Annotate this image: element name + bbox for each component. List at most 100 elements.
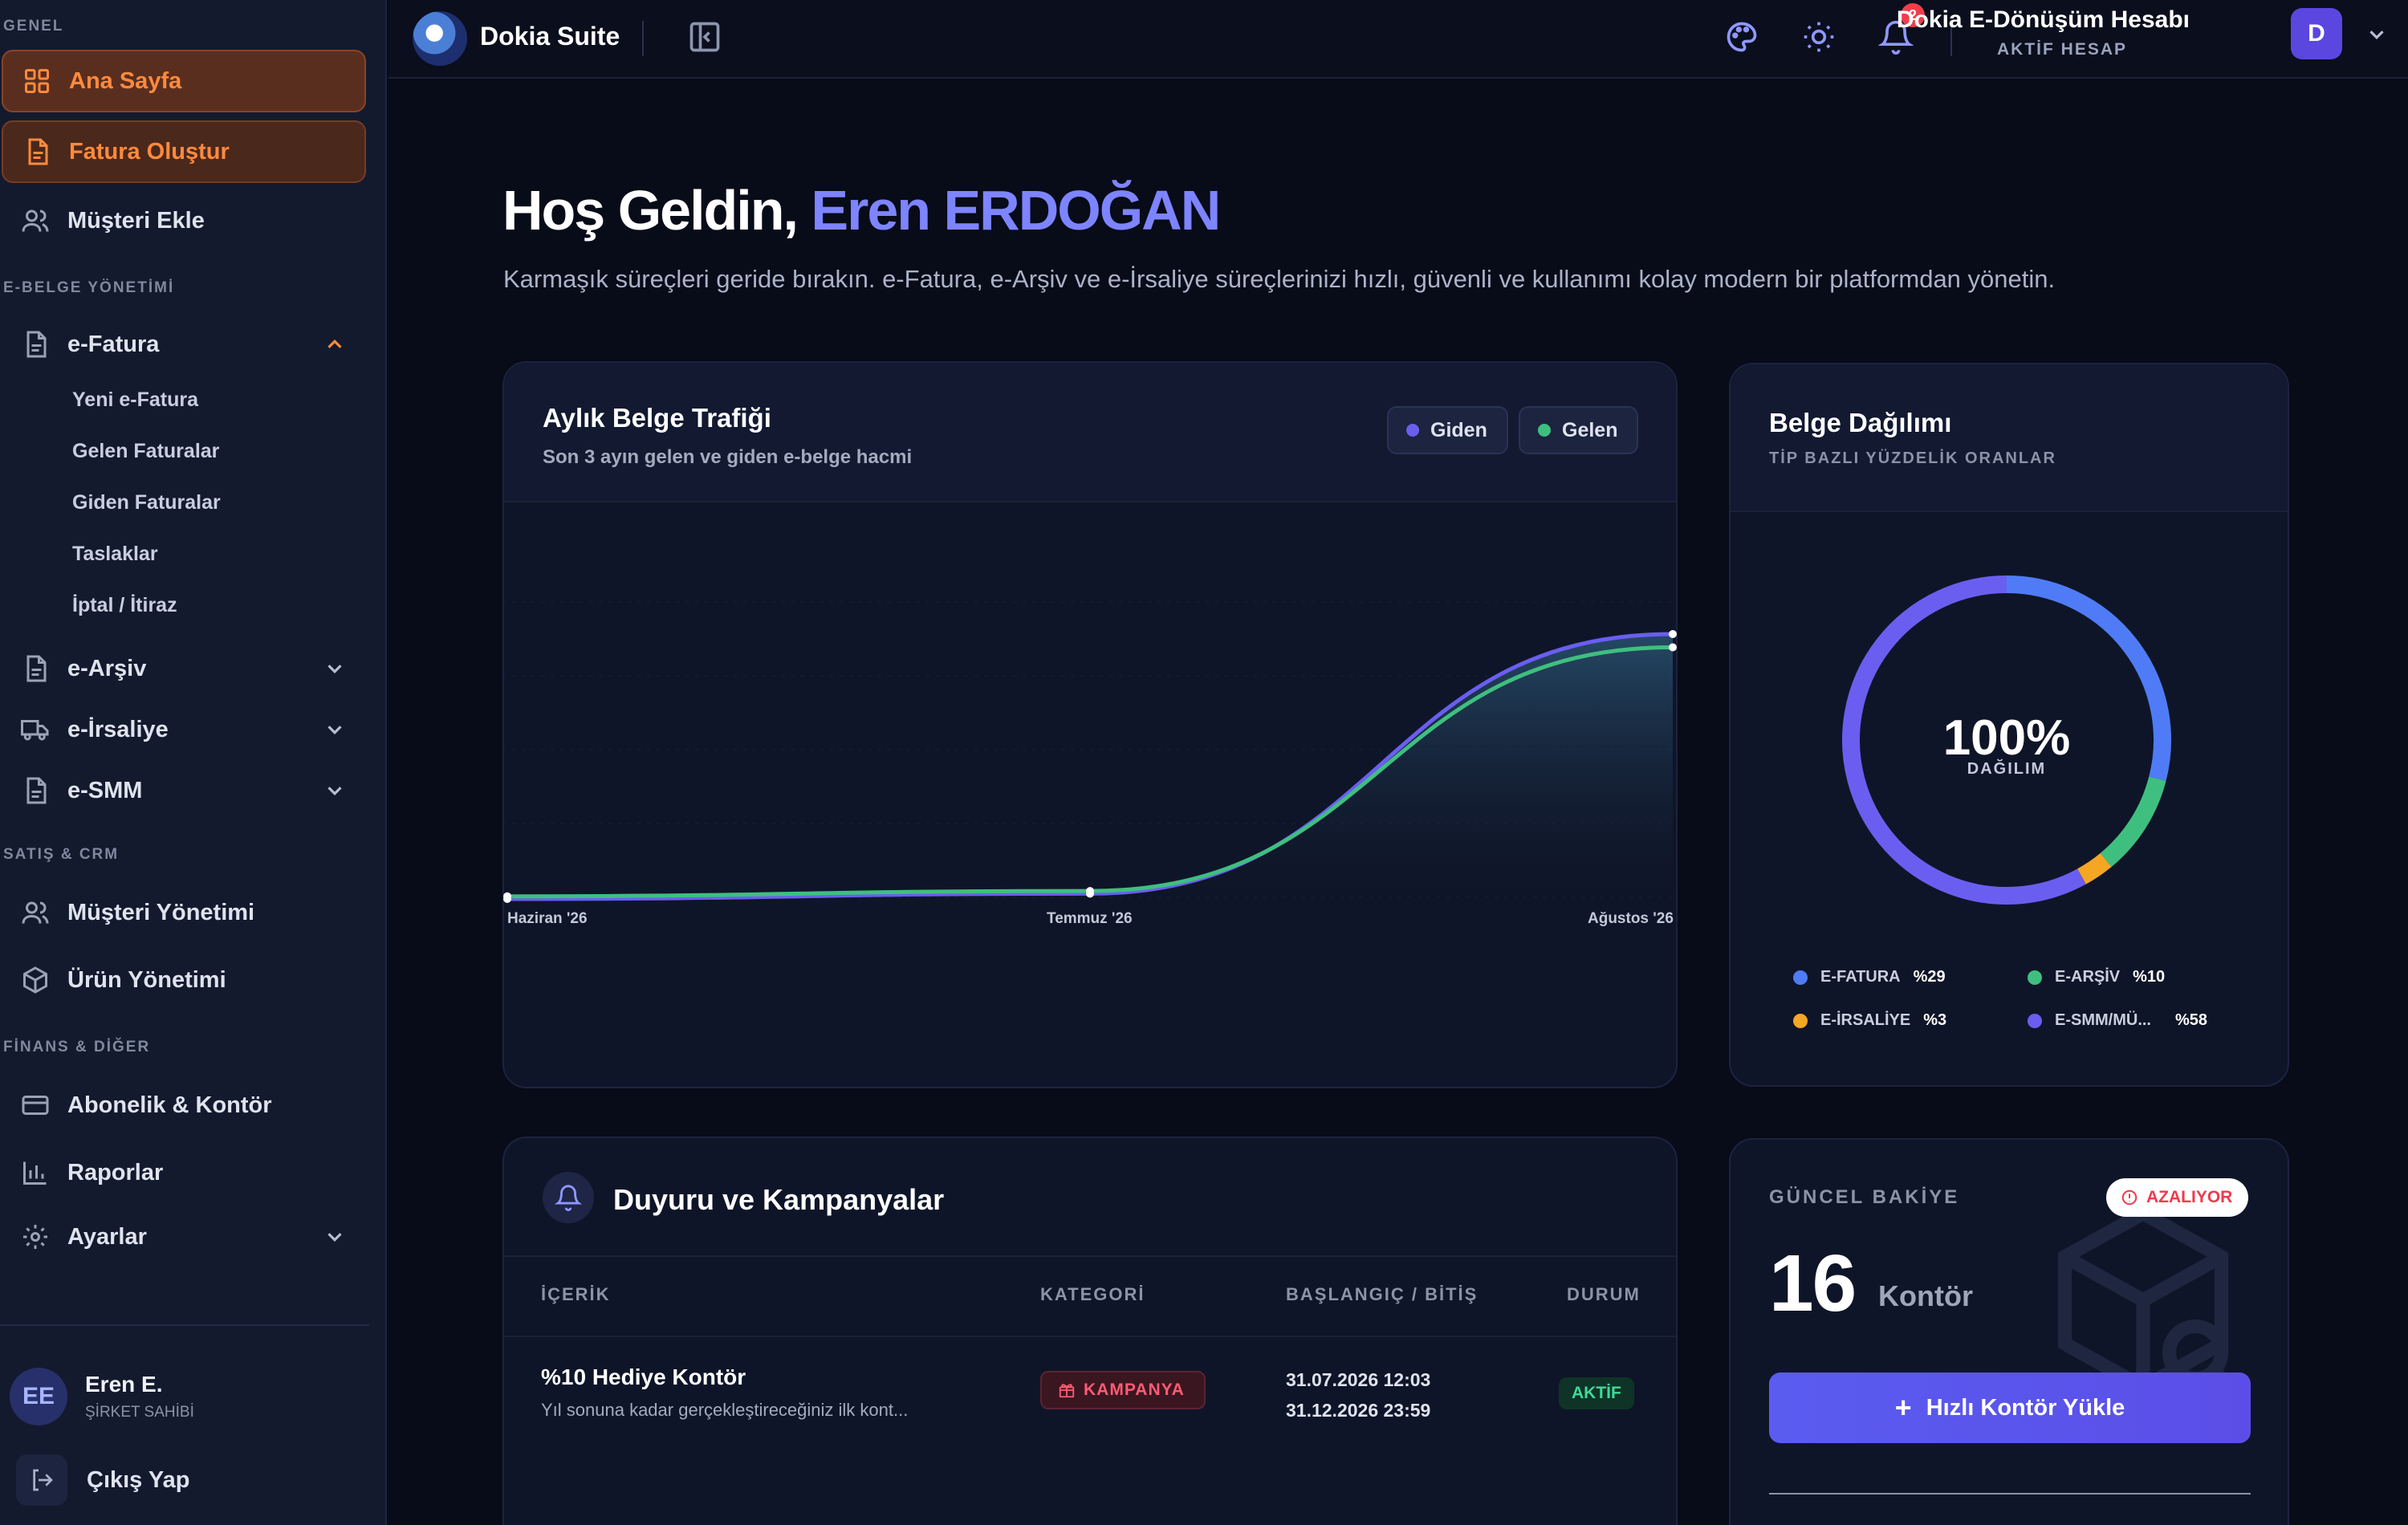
sidebar-item-label: e-Fatura <box>67 331 160 357</box>
sidebar-item-esmm[interactable]: e-SMM <box>2 759 366 822</box>
sidebar-item-musteri-ekle[interactable]: Müşteri Ekle <box>2 189 366 252</box>
brand-logo <box>413 11 467 66</box>
chevron-down-icon <box>327 1233 342 1242</box>
data-point-gelen[interactable] <box>1669 643 1677 652</box>
sidebar-item-label: Müşteri Yönetimi <box>67 899 255 925</box>
sidebar-item-efatura[interactable]: e-Fatura <box>2 313 366 376</box>
submenu-item-gelen-faturalar[interactable]: Gelen Faturalar <box>72 440 220 462</box>
submenu-item-iptal-itiraz[interactable]: İptal / İtiraz <box>72 594 177 616</box>
user-profile[interactable]: EE Eren E. ŞİRKET SAHİBİ <box>10 1364 363 1429</box>
topbar: Dokia Suite 2 Dokia E-Dönüşüm Hesabı AKT… <box>388 0 2408 79</box>
document-icon <box>19 775 51 807</box>
logout-button[interactable]: Çıkış Yap <box>16 1454 189 1506</box>
credit-card-icon <box>19 1089 51 1121</box>
sidebar-item-fatura-olustur[interactable]: Fatura Oluştur <box>2 120 366 183</box>
traffic-area-chart <box>502 601 1678 903</box>
balance-value: 16 <box>1769 1238 1857 1328</box>
document-icon <box>21 136 53 168</box>
donut-slice-e-i-rsali-ye[interactable] <box>2076 852 2112 885</box>
donut-slice-e-smm-m-[interactable] <box>1842 575 2086 905</box>
sidebar-item-eirsaliye[interactable]: e-İrsaliye <box>2 698 366 761</box>
donut-slice-e-fatura[interactable] <box>2006 575 2171 781</box>
sidebar-item-label: e-SMM <box>67 777 143 803</box>
data-point-giden[interactable] <box>1669 630 1677 638</box>
legend-value: %10 <box>2133 968 2166 986</box>
legend-label: E-FATURA <box>1820 968 1901 986</box>
avatar: EE <box>10 1368 67 1425</box>
distribution-title: Belge Dağılımı <box>1769 408 1952 437</box>
logout-label: Çıkış Yap <box>87 1466 190 1493</box>
x-tick-label: Haziran '26 <box>507 910 588 927</box>
chevron-down-icon <box>327 787 342 795</box>
chevron-down-icon <box>327 665 342 673</box>
submenu-item-yeni-efatura[interactable]: Yeni e-Fatura <box>72 388 198 411</box>
intro-text: Karmaşık süreçleri geride bırakın. e-Fat… <box>503 265 2056 293</box>
topbar-divider <box>642 21 644 56</box>
sidebar-toggle-button[interactable] <box>687 19 722 55</box>
submenu-item-giden-faturalar[interactable]: Giden Faturalar <box>72 491 221 514</box>
sidebar-item-label: Müşteri Ekle <box>67 207 205 234</box>
sidebar-divider <box>0 1324 369 1326</box>
sidebar-item-ayarlar[interactable]: Ayarlar <box>2 1206 366 1268</box>
legend-dot <box>1538 424 1551 437</box>
panel-left-icon <box>689 22 720 52</box>
submenu-item-taslaklar[interactable]: Taslaklar <box>72 543 158 565</box>
legend-item-esmm: E-SMM/MÜ... %58 <box>2028 1011 2207 1030</box>
section-label-genel: GENEL <box>3 18 64 35</box>
legend-dot <box>1793 1013 1808 1028</box>
sidebar-item-musteri-yonetimi[interactable]: Müşteri Yönetimi <box>2 881 366 944</box>
brand-name: Dokia Suite <box>480 22 620 51</box>
theme-palette-button[interactable] <box>1724 19 1759 55</box>
data-point-gelen[interactable] <box>1086 887 1094 896</box>
status-badge: AKTİF <box>1559 1377 1634 1409</box>
account-title[interactable]: Dokia E-Dönüşüm Hesabı <box>1896 6 2190 33</box>
category-label: KAMPANYA <box>1084 1381 1185 1399</box>
greeting: Hoş Geldin, <box>502 179 811 242</box>
palette-icon <box>1727 22 1757 52</box>
legend-label: E-ARŞİV <box>2055 968 2121 986</box>
sidebar-item-abonelik[interactable]: Abonelik & Kontör <box>2 1074 366 1137</box>
sidebar-item-urun-yonetimi[interactable]: Ürün Yönetimi <box>2 949 366 1011</box>
legend-label-gelen: Gelen <box>1562 418 1618 441</box>
alert-circle-icon <box>2121 1190 2138 1206</box>
legend-value: %29 <box>1913 968 1946 986</box>
users-icon <box>19 897 51 929</box>
legend-toggle-giden[interactable]: Giden <box>1387 406 1508 454</box>
card-divider <box>1769 1493 2251 1494</box>
legend-toggle-gelen[interactable]: Gelen <box>1519 406 1639 454</box>
distribution-card: Belge Dağılımı TİP BAZLI YÜZDELİK ORANLA… <box>1729 363 2289 1087</box>
document-icon <box>19 653 51 685</box>
account-avatar[interactable]: D <box>2291 8 2342 59</box>
data-point-gelen[interactable] <box>503 892 511 901</box>
user-name: Eren E. <box>85 1372 163 1397</box>
notifications-button[interactable] <box>1877 19 1914 55</box>
quick-topup-button[interactable]: + Hızlı Kontör Yükle <box>1769 1372 2251 1443</box>
page-title: Hoş Geldin, Eren ERDOĞAN <box>502 178 1221 242</box>
balance-label: GÜNCEL BAKİYE <box>1769 1186 1960 1208</box>
chevron-down-icon[interactable] <box>2365 22 2389 47</box>
sidebar-item-ana-sayfa[interactable]: Ana Sayfa <box>2 50 366 112</box>
trend-label: AZALIYOR <box>2146 1188 2233 1206</box>
theme-toggle-button[interactable] <box>1801 19 1837 55</box>
sidebar-item-label: Raporlar <box>67 1159 164 1185</box>
legend-dot <box>2028 970 2042 985</box>
notification-count-badge: 2 <box>1901 3 1925 27</box>
trend-badge: AZALIYOR <box>2106 1178 2249 1217</box>
logout-icon <box>16 1454 67 1506</box>
legend-dot <box>2028 1013 2042 1028</box>
legend-value: %3 <box>1923 1011 1947 1029</box>
sidebar-item-label: Abonelik & Kontör <box>67 1092 272 1118</box>
distribution-card-header <box>1731 364 2288 512</box>
traffic-title: Aylık Belge Trafiği <box>543 403 771 433</box>
user-full-name: Eren ERDOĞAN <box>811 179 1221 242</box>
donut-slice-e-ar-i-v[interactable] <box>2100 776 2166 867</box>
sidebar-item-raporlar[interactable]: Raporlar <box>2 1141 366 1204</box>
start-date: 31.07.2026 12:03 <box>1286 1369 1431 1390</box>
quick-topup-label: Hızlı Kontör Yükle <box>1926 1394 2125 1421</box>
legend-dot <box>1406 424 1419 437</box>
legend-dot <box>1793 970 1808 985</box>
sidebar-item-earsiv[interactable]: e-Arşiv <box>2 637 366 700</box>
section-label-satis: SATIŞ & CRM <box>3 846 120 863</box>
category-badge: KAMPANYA <box>1040 1371 1206 1409</box>
sidebar-item-label: e-İrsaliye <box>67 716 169 742</box>
